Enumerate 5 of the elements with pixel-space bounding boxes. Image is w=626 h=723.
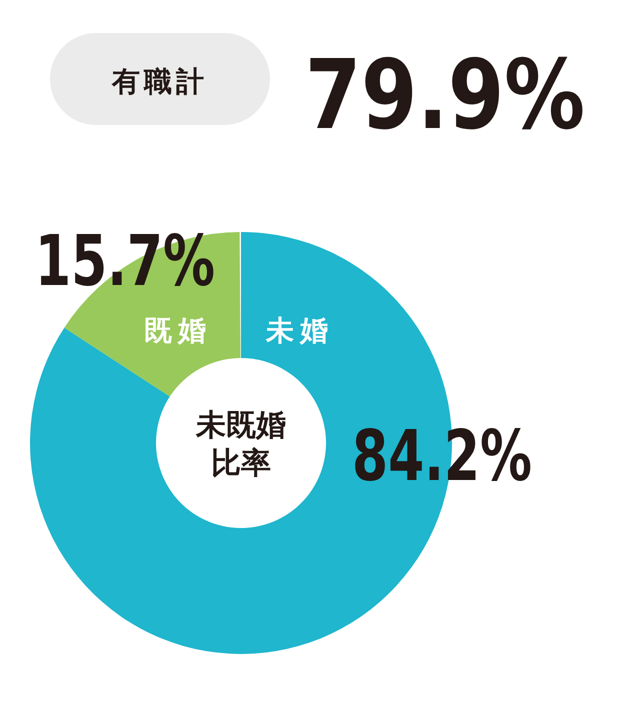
text: 79.9%: [305, 39, 626, 151]
slice-label: 未婚: [265, 314, 334, 347]
slice-label: 既婚: [144, 314, 212, 347]
text: 未既婚比率: [195, 408, 286, 481]
text: 有職計: [111, 65, 208, 98]
